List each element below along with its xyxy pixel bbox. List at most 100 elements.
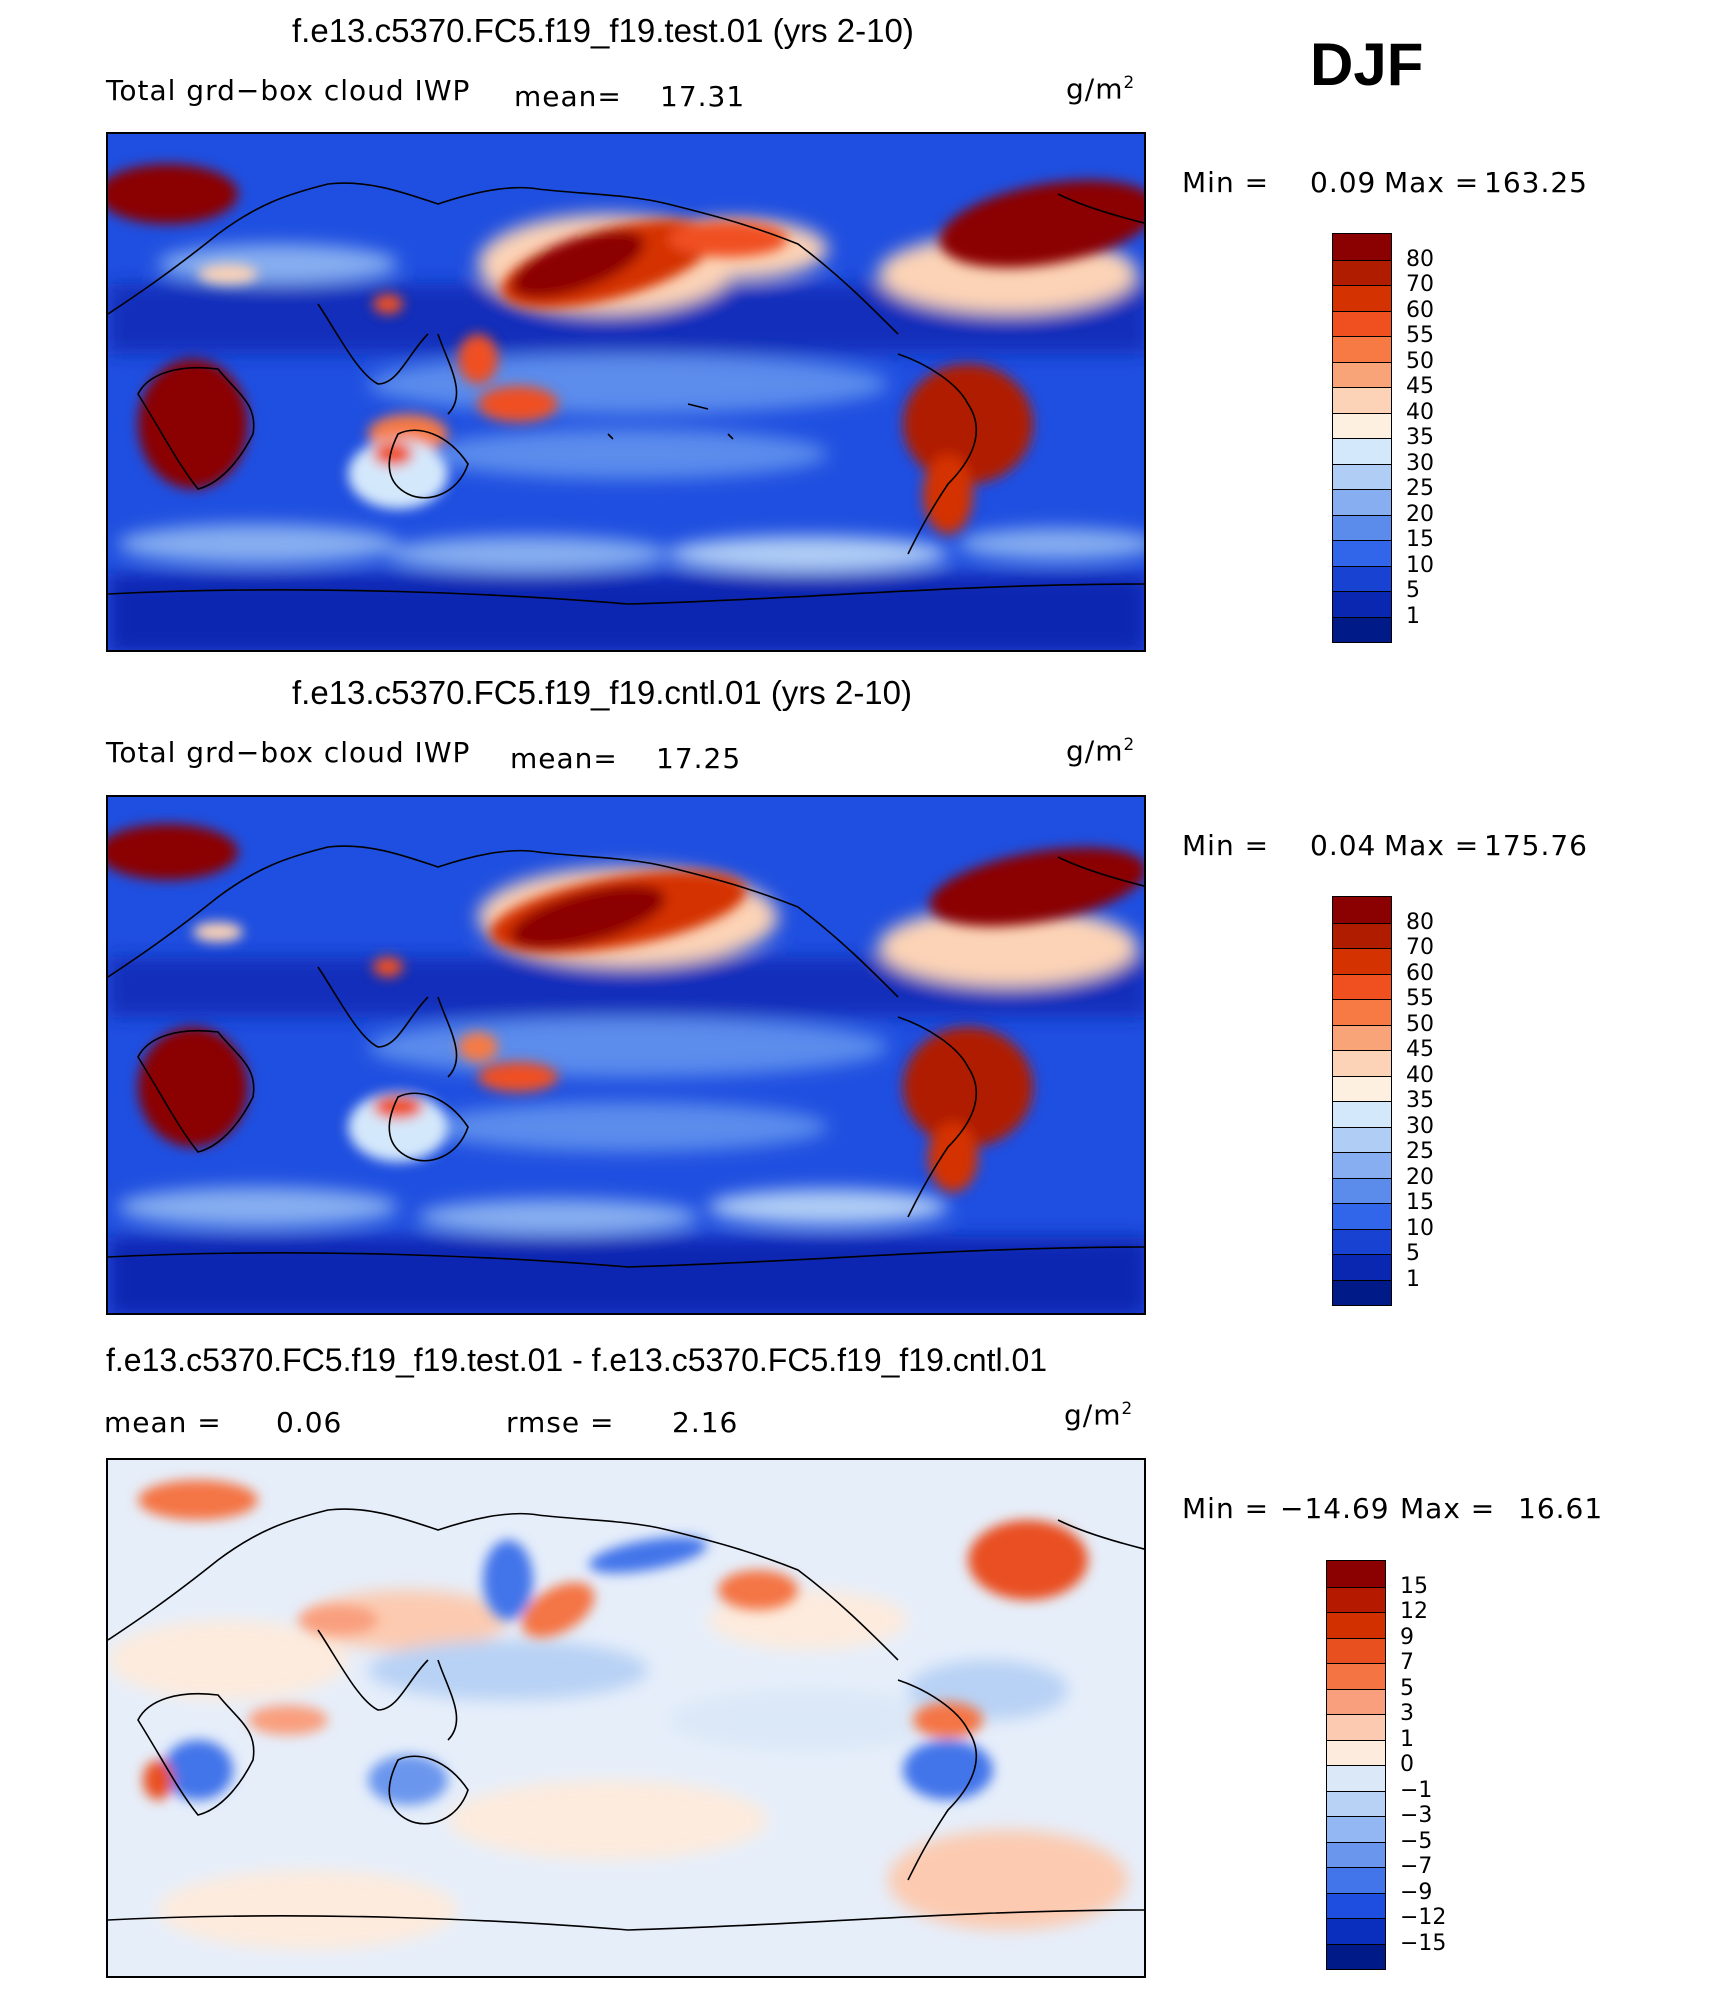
colorbar-tick-label: −15 <box>1400 1930 1447 1956</box>
colorbar-cell <box>1333 438 1391 464</box>
colorbar-cell <box>1333 922 1391 948</box>
panel-1-min-value: 0.09 <box>1310 166 1377 199</box>
panel-3-min-label: Min = <box>1182 1492 1270 1525</box>
colorbar-cell <box>1333 310 1391 336</box>
colorbar-tick-label: −3 <box>1400 1803 1433 1828</box>
colorbar-tick-label: 0 <box>1400 1752 1414 1777</box>
panel-2-map <box>106 795 1146 1315</box>
colorbar-cell <box>1333 948 1391 974</box>
panel-2-mean-label: mean= <box>510 742 618 775</box>
colorbar-cell <box>1333 897 1391 923</box>
season-label: DJF <box>1310 31 1424 98</box>
colorbar-tick-label: 10 <box>1406 552 1434 578</box>
colorbar-cell <box>1333 1254 1391 1280</box>
colorbar-tick-label: 1 <box>1406 1266 1420 1292</box>
colorbar-cell <box>1327 1765 1385 1791</box>
panel-2-units: g/m2 <box>1066 734 1136 768</box>
colorbar-tick-label: 70 <box>1406 935 1434 960</box>
panel-3-mean-label: mean = <box>104 1406 222 1439</box>
colorbar-cell <box>1333 463 1391 489</box>
colorbar-tick-label: 5 <box>1406 1241 1420 1266</box>
colorbar-cell <box>1327 1688 1385 1714</box>
colorbar-tick-label: 7 <box>1400 1650 1414 1675</box>
colorbar-cell <box>1333 1050 1391 1076</box>
panel-3-max-value: 16.61 <box>1518 1492 1604 1525</box>
colorbar-cell <box>1333 973 1391 999</box>
colorbar-cell <box>1327 1714 1385 1740</box>
colorbar-cell <box>1333 1177 1391 1203</box>
colorbar-tick-label: 80 <box>1406 909 1434 935</box>
colorbar-tick-label: 10 <box>1406 1215 1434 1241</box>
colorbar-tick-label: 35 <box>1406 425 1434 450</box>
panel-3-coastlines <box>108 1508 1144 1931</box>
panel-2-colorbar <box>1332 896 1392 1306</box>
panel-2-min-value: 0.04 <box>1310 829 1377 862</box>
colorbar-cell <box>1333 234 1391 260</box>
colorbar-cell <box>1333 1279 1391 1305</box>
colorbar-cell <box>1333 1228 1391 1254</box>
panel-3-min-value: −14.69 <box>1280 1492 1390 1525</box>
colorbar-tick-label: 5 <box>1406 578 1420 603</box>
colorbar-tick-label: 80 <box>1406 246 1434 272</box>
panel-3-units: g/m2 <box>1064 1398 1134 1432</box>
panel-3-field <box>108 1460 1144 1976</box>
colorbar-tick-label: 15 <box>1400 1573 1428 1599</box>
colorbar-cell <box>1333 259 1391 285</box>
colorbar-cell <box>1333 336 1391 362</box>
panel-1-title: f.e13.c5370.FC5.f19_f19.test.01 (yrs 2-1… <box>292 12 914 49</box>
panel-1-field <box>108 134 1144 650</box>
panel-1-map <box>106 132 1146 652</box>
colorbar-tick-label: 55 <box>1406 323 1434 348</box>
panel-2-mean-value: 17.25 <box>656 742 742 775</box>
panel-3-rmse-label: rmse = <box>506 1406 615 1439</box>
colorbar-cell <box>1327 1612 1385 1638</box>
colorbar-tick-label: 30 <box>1406 1113 1434 1139</box>
colorbar-tick-label: 60 <box>1406 297 1434 323</box>
colorbar-cell <box>1327 1892 1385 1918</box>
colorbar-cell <box>1327 1663 1385 1689</box>
panel-1-colorbar <box>1332 233 1392 643</box>
colorbar-cell <box>1333 285 1391 311</box>
colorbar-tick-label: 45 <box>1406 1037 1434 1062</box>
panel-1-units: g/m2 <box>1066 72 1136 106</box>
colorbar-tick-label: 15 <box>1406 1190 1434 1215</box>
colorbar-cell <box>1333 514 1391 540</box>
colorbar-cell <box>1333 565 1391 591</box>
colorbar-tick-label: −12 <box>1400 1905 1447 1930</box>
panel-1-max-label: Max = <box>1384 166 1480 199</box>
colorbar-cell <box>1333 361 1391 387</box>
colorbar-tick-label: 9 <box>1400 1624 1414 1650</box>
panel-1-variable-label: Total grd−box cloud IWP <box>106 74 471 107</box>
panel-2-title: f.e13.c5370.FC5.f19_f19.cntl.01 (yrs 2-1… <box>292 674 913 711</box>
panel-1-min-label: Min = <box>1182 166 1270 199</box>
panel-2-min-label: Min = <box>1182 829 1270 862</box>
colorbar-cell <box>1327 1739 1385 1765</box>
colorbar-tick-label: −9 <box>1400 1879 1433 1905</box>
panel-3-rmse-value: 2.16 <box>672 1406 739 1439</box>
colorbar-tick-label: 5 <box>1400 1675 1414 1701</box>
colorbar-tick-label: −1 <box>1400 1777 1433 1803</box>
colorbar-cell <box>1327 1790 1385 1816</box>
colorbar-cell <box>1333 616 1391 642</box>
colorbar-tick-label: 70 <box>1406 272 1434 297</box>
colorbar-tick-label: −5 <box>1400 1828 1433 1854</box>
colorbar-tick-label: 30 <box>1406 450 1434 476</box>
colorbar-cell <box>1327 1918 1385 1944</box>
colorbar-cell <box>1333 540 1391 566</box>
colorbar-tick-label: 20 <box>1406 1164 1434 1190</box>
colorbar-tick-label: 60 <box>1406 960 1434 986</box>
colorbar-cell <box>1327 1561 1385 1587</box>
panel-3-map <box>106 1458 1146 1978</box>
colorbar-cell <box>1327 1943 1385 1969</box>
panel-2-max-value: 175.76 <box>1484 829 1588 862</box>
colorbar-tick-label: 55 <box>1406 986 1434 1011</box>
colorbar-tick-label: 1 <box>1406 603 1420 629</box>
colorbar-cell <box>1333 1101 1391 1127</box>
panel-3-mean-value: 0.06 <box>276 1406 343 1439</box>
colorbar-cell <box>1333 1203 1391 1229</box>
colorbar-tick-label: 25 <box>1406 476 1434 501</box>
panel-2-field <box>108 797 1144 1313</box>
colorbar-cell <box>1333 999 1391 1025</box>
colorbar-tick-label: 25 <box>1406 1139 1434 1164</box>
colorbar-tick-label: 40 <box>1406 1062 1434 1088</box>
